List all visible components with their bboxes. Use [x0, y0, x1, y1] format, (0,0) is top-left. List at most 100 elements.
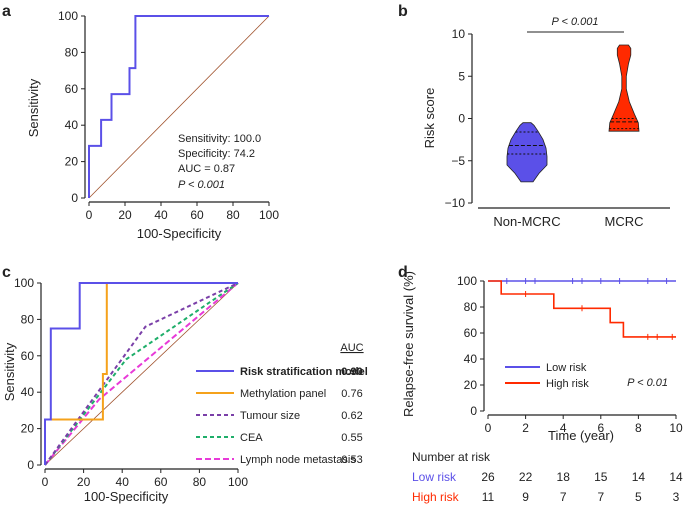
panel-c-xtick-label: 100: [228, 475, 248, 489]
panel-b-label: b: [398, 3, 408, 20]
panel-c-label: c: [2, 264, 11, 281]
category-label-non-mcrc: Non-MCRC: [493, 214, 560, 229]
legend-label-tumour-size: Tumour size: [240, 410, 300, 422]
panel-d-xtick-label: 8: [635, 421, 642, 435]
panel-a-ytick-label: 0: [71, 191, 78, 205]
panel-a-xtick-label: 20: [118, 208, 132, 222]
panel-d-xtick-label: 2: [522, 421, 529, 435]
panel-c-ytick-label: 0: [27, 458, 34, 472]
legend-label-low-risk: Low risk: [546, 362, 587, 374]
risk-cell: 5: [635, 490, 642, 504]
legend-label-lymph-node-metastasis: Lymph node metastasis: [240, 454, 356, 466]
panel-d-ytick-label: 0: [470, 404, 477, 418]
panel-c: Sensitivity 100-Specificity AUC Risk str…: [2, 276, 368, 504]
roc-reference: [44, 282, 239, 466]
panel-a-label: a: [2, 3, 11, 20]
panel-d-ylabel: Relapse-free survival (%): [401, 271, 416, 417]
panel-a-annotation-pvalue: P < 0.001: [178, 179, 225, 191]
panel-b: Risk score P < 0.001 Non-MCRC MCRC −10 −5…: [422, 16, 670, 229]
panel-c-ylabel: Sensitivity: [2, 342, 17, 401]
panel-a-ytick-label: 20: [65, 155, 79, 169]
legend-auc-lymph-node-metastasis: 0.53: [341, 454, 362, 466]
panel-a-ylabel: Sensitivity: [26, 78, 41, 137]
panel-a-annotation-auc: AUC = 0.87: [178, 163, 235, 175]
panel-a-ytick-label: 40: [65, 118, 79, 132]
panel-d-ytick-label: 40: [464, 352, 478, 366]
legend-auc-tumour-size: 0.62: [341, 410, 362, 422]
panel-d-legend: Low risk High risk: [505, 362, 589, 390]
panel-d-label: d: [398, 264, 408, 281]
panel-a-ytick-label: 100: [58, 9, 78, 23]
panel-d-xtick-label: 10: [669, 421, 683, 435]
panel-d-ytick-label: 20: [464, 378, 478, 392]
risk-cell: 3: [673, 490, 680, 504]
panel-c-xtick-label: 60: [154, 475, 168, 489]
panel-b-ytick-label: −10: [445, 196, 466, 210]
risk-cell: 14: [669, 470, 683, 484]
risk-cell: 26: [481, 470, 495, 484]
roc-risk-stratification-model: [44, 282, 238, 465]
panel-a-ytick-label: 60: [65, 82, 79, 96]
risk-table-title: Number at risk: [412, 450, 491, 464]
panel-b-ytick-label: −5: [451, 154, 465, 168]
category-label-mcrc: MCRC: [605, 214, 644, 229]
panel-a-xtick-label: 100: [259, 208, 279, 222]
panel-c-ytick-label: 80: [21, 312, 35, 326]
risk-row-label-low-risk: Low risk: [412, 470, 457, 484]
roc-cea: [44, 282, 239, 466]
panel-a-xtick-label: 0: [86, 208, 93, 222]
panel-d-pvalue: P < 0.01: [627, 377, 668, 389]
panel-c-xtick-label: 80: [193, 475, 207, 489]
panel-b-ytick-label: 5: [458, 69, 465, 83]
panel-d-ytick-label: 100: [457, 274, 477, 288]
panel-a: Sensitivity 100-Specificity Sensitivity:…: [26, 9, 279, 241]
risk-cell: 7: [597, 490, 604, 504]
risk-cell: 14: [632, 470, 646, 484]
panel-a-xtick-label: 80: [226, 208, 240, 222]
panel-c-ytick-label: 100: [14, 276, 34, 290]
panel-d-xtick-label: 4: [560, 421, 567, 435]
violin-mcrc: [608, 44, 640, 132]
panel-a-xtick-label: 40: [154, 208, 168, 222]
panel-c-ytick-label: 20: [21, 422, 35, 436]
panel-d-xtick-label: 0: [485, 421, 492, 435]
panel-c-xtick-label: 0: [42, 475, 49, 489]
panel-b-ytick-label: 10: [452, 27, 466, 41]
legend-auc-cea: 0.55: [341, 432, 362, 444]
risk-cell: 9: [522, 490, 529, 504]
risk-cell: 11: [482, 490, 495, 504]
significance-label: P < 0.001: [552, 16, 599, 28]
panel-a-ytick-label: 80: [65, 45, 79, 59]
panel-a-xlabel: 100-Specificity: [137, 226, 222, 241]
risk-cell: 15: [594, 470, 608, 484]
panel-d-xlabel: Time (year): [548, 428, 614, 443]
risk-cell: 22: [519, 470, 533, 484]
legend-label-methylation-panel: Methylation panel: [240, 388, 326, 400]
roc-curve: [88, 15, 269, 198]
panel-a-xtick-label: 60: [190, 208, 204, 222]
legend-label-cea: CEA: [240, 432, 263, 444]
risk-cell: 18: [557, 470, 571, 484]
legend-label-high-risk: High risk: [546, 378, 589, 390]
panel-c-xtick-label: 20: [77, 475, 91, 489]
panel-d-ytick-label: 80: [464, 300, 478, 314]
panel-d: Relapse-free survival (%) Time (year) P …: [401, 271, 683, 504]
risk-table: Low risk 26 22 18 15 14 14 High risk 11 9 7 7 5 3: [412, 470, 683, 504]
legend-auc-header: AUC: [340, 342, 363, 354]
panel-d-xtick-label: 6: [597, 421, 604, 435]
panel-c-ytick-label: 40: [21, 385, 35, 399]
legend-label-risk-stratification-model: Risk stratification model: [240, 366, 368, 378]
risk-cell: 7: [560, 490, 567, 504]
reference-line: [88, 15, 270, 199]
panel-a-annotation-specificity: Specificity: 74.2: [178, 148, 255, 160]
panel-b-ytick-label: 0: [458, 112, 465, 126]
panel-d-ytick-label: 60: [464, 326, 478, 340]
violin-non-mcrc: [506, 122, 548, 183]
panel-c-xtick-label: 40: [116, 475, 130, 489]
risk-row-label-high-risk: High risk: [412, 490, 460, 504]
panel-c-ytick-label: 60: [21, 349, 35, 363]
legend-auc-risk-stratification-model: 0.90: [341, 366, 362, 378]
legend-auc-methylation-panel: 0.76: [341, 388, 362, 400]
